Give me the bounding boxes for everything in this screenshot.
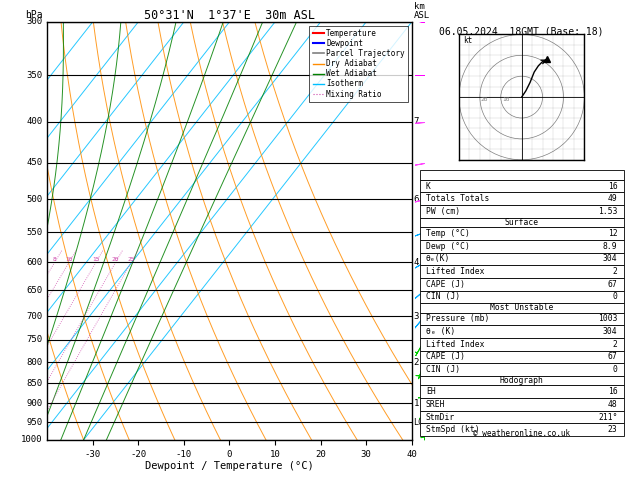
Text: 211°: 211° — [598, 413, 618, 421]
Text: 12: 12 — [608, 229, 618, 238]
Text: 25: 25 — [128, 258, 135, 262]
Text: θₑ(K): θₑ(K) — [426, 254, 450, 263]
Text: 400: 400 — [26, 117, 43, 126]
Text: Surface: Surface — [504, 218, 539, 227]
Text: 15: 15 — [92, 258, 99, 262]
Text: 600: 600 — [26, 258, 43, 267]
Bar — [420, 303, 624, 312]
Text: 650: 650 — [26, 286, 43, 295]
Text: StmDir: StmDir — [426, 413, 455, 421]
Bar — [420, 312, 624, 325]
Text: EH: EH — [426, 387, 436, 396]
Bar — [420, 325, 624, 338]
Text: 67: 67 — [608, 279, 618, 289]
Text: 700: 700 — [26, 312, 43, 320]
Bar — [420, 265, 624, 278]
Text: hPa: hPa — [25, 10, 43, 20]
Bar — [420, 170, 624, 180]
Text: 67: 67 — [608, 352, 618, 362]
Text: 4: 4 — [414, 258, 419, 267]
Bar — [420, 338, 624, 350]
Text: CIN (J): CIN (J) — [426, 365, 460, 374]
Text: 2: 2 — [613, 340, 618, 349]
Text: CIN (J): CIN (J) — [426, 293, 460, 301]
Text: 500: 500 — [26, 195, 43, 204]
Bar — [420, 240, 624, 253]
Text: 850: 850 — [26, 379, 43, 388]
Text: 450: 450 — [26, 158, 43, 167]
Text: StmSpd (kt): StmSpd (kt) — [426, 425, 479, 434]
Text: 2: 2 — [613, 267, 618, 276]
Text: 06.05.2024  18GMT (Base: 18): 06.05.2024 18GMT (Base: 18) — [440, 26, 604, 36]
Bar — [420, 350, 624, 364]
X-axis label: Dewpoint / Temperature (°C): Dewpoint / Temperature (°C) — [145, 461, 314, 471]
Text: Temp (°C): Temp (°C) — [426, 229, 470, 238]
Text: 0: 0 — [613, 293, 618, 301]
Legend: Temperature, Dewpoint, Parcel Trajectory, Dry Adiabat, Wet Adiabat, Isotherm, Mi: Temperature, Dewpoint, Parcel Trajectory… — [309, 26, 408, 102]
Text: 7: 7 — [414, 117, 419, 126]
Text: Lifted Index: Lifted Index — [426, 267, 484, 276]
Text: Most Unstable: Most Unstable — [490, 303, 554, 312]
Text: 550: 550 — [26, 228, 43, 237]
Bar — [420, 227, 624, 240]
Text: km
ASL: km ASL — [414, 2, 430, 20]
Text: 48: 48 — [608, 400, 618, 409]
Text: 0: 0 — [613, 365, 618, 374]
Text: 950: 950 — [26, 417, 43, 427]
Bar — [420, 376, 624, 385]
Text: 1.53: 1.53 — [598, 207, 618, 216]
Text: 900: 900 — [26, 399, 43, 408]
Bar — [420, 423, 624, 436]
Text: 800: 800 — [26, 358, 43, 367]
Text: Lifted Index: Lifted Index — [426, 340, 484, 349]
Text: © weatheronline.co.uk: © weatheronline.co.uk — [473, 429, 571, 438]
Text: 300: 300 — [26, 17, 43, 26]
Text: 23: 23 — [608, 425, 618, 434]
Bar — [420, 253, 624, 265]
Bar — [420, 218, 624, 227]
Text: 16: 16 — [608, 182, 618, 191]
Text: CAPE (J): CAPE (J) — [426, 352, 465, 362]
Text: Pressure (mb): Pressure (mb) — [426, 314, 489, 324]
Bar — [420, 398, 624, 411]
Text: 304: 304 — [603, 327, 618, 336]
Text: SREH: SREH — [426, 400, 445, 409]
Bar — [420, 364, 624, 376]
Text: θₑ (K): θₑ (K) — [426, 327, 455, 336]
Title: 50°31'N  1°37'E  30m ASL: 50°31'N 1°37'E 30m ASL — [144, 9, 315, 22]
Text: 1: 1 — [414, 399, 419, 408]
Bar — [420, 278, 624, 291]
Text: 20: 20 — [112, 258, 120, 262]
Text: Hodograph: Hodograph — [500, 376, 543, 385]
Text: 1003: 1003 — [598, 314, 618, 324]
Text: Mixing Ratio (g/kg): Mixing Ratio (g/kg) — [443, 180, 453, 282]
Bar — [420, 192, 624, 205]
Text: LCL: LCL — [414, 417, 428, 427]
Bar — [420, 291, 624, 303]
Text: 16: 16 — [608, 387, 618, 396]
Text: 304: 304 — [603, 254, 618, 263]
Text: 8.9: 8.9 — [603, 242, 618, 251]
Text: Totals Totals: Totals Totals — [426, 194, 489, 203]
Bar — [420, 180, 624, 192]
Text: 350: 350 — [26, 71, 43, 80]
Text: 10: 10 — [65, 258, 73, 262]
Text: 49: 49 — [608, 194, 618, 203]
Bar — [420, 385, 624, 398]
Text: 8: 8 — [53, 258, 57, 262]
Text: K: K — [426, 182, 431, 191]
Bar — [420, 411, 624, 423]
Text: Dewp (°C): Dewp (°C) — [426, 242, 470, 251]
Text: 3: 3 — [414, 312, 419, 320]
Bar — [420, 205, 624, 218]
Text: PW (cm): PW (cm) — [426, 207, 460, 216]
Text: 6: 6 — [414, 195, 419, 204]
Text: 750: 750 — [26, 335, 43, 345]
Text: 1000: 1000 — [21, 435, 43, 444]
Text: 2: 2 — [414, 358, 419, 367]
Text: CAPE (J): CAPE (J) — [426, 279, 465, 289]
